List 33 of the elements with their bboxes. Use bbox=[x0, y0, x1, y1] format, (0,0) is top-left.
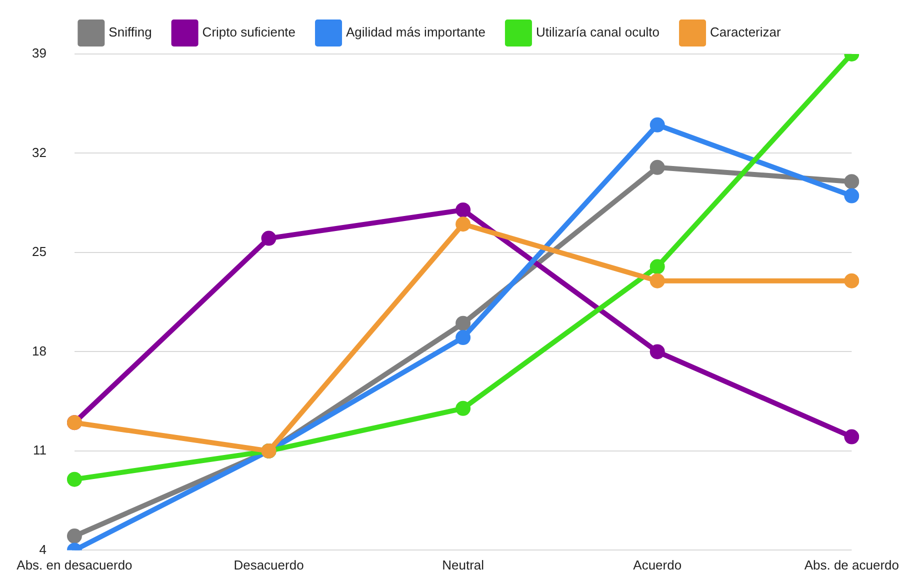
point bbox=[650, 273, 665, 288]
y-tick-label: 4 bbox=[39, 542, 46, 557]
legend-label: Utilizaría canal oculto bbox=[536, 24, 660, 40]
legend-label: Sniffing bbox=[108, 24, 152, 40]
x-tick-label: Neutral bbox=[442, 558, 484, 573]
y-tick-label: 32 bbox=[32, 144, 46, 160]
y-tick-label: 18 bbox=[32, 343, 46, 358]
point bbox=[844, 188, 860, 204]
point bbox=[456, 202, 471, 218]
point bbox=[456, 316, 471, 331]
point bbox=[844, 273, 860, 288]
x-tick-label: Acuerdo bbox=[633, 558, 682, 573]
point bbox=[650, 160, 665, 175]
y-tick-label: 39 bbox=[32, 46, 46, 61]
legend-label: Caracterizar bbox=[710, 24, 782, 40]
x-tick-label: Desacuerdo bbox=[234, 558, 304, 573]
x-tick-label: Abs. en desacuerdo bbox=[16, 558, 132, 573]
legend-label: Agilidad más importante bbox=[346, 24, 486, 40]
y-tick-label: 25 bbox=[32, 244, 46, 260]
point bbox=[66, 472, 82, 487]
point bbox=[650, 259, 665, 274]
point bbox=[456, 216, 471, 232]
point bbox=[66, 528, 82, 544]
point bbox=[261, 230, 276, 246]
point bbox=[650, 344, 665, 360]
point bbox=[650, 117, 665, 132]
point bbox=[844, 174, 860, 190]
x-tick-label: Abs. de acuerdo bbox=[804, 558, 900, 573]
point bbox=[844, 429, 860, 444]
point bbox=[456, 400, 471, 416]
y-tick-label: 11 bbox=[32, 442, 46, 458]
point bbox=[456, 330, 471, 346]
legend-label: Cripto suficiente bbox=[202, 24, 296, 40]
